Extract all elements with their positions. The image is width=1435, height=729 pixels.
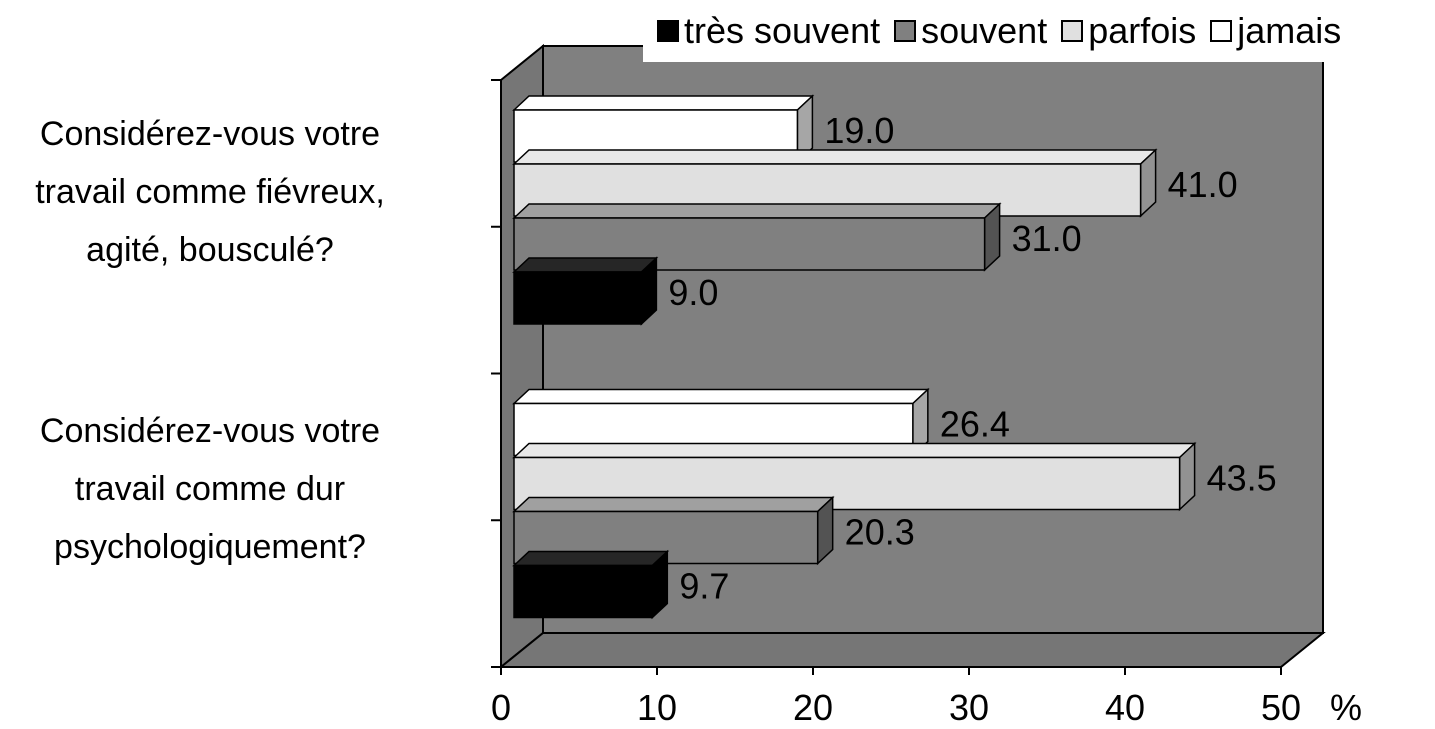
bar-très-souvent-2	[513, 564, 654, 619]
legend-label-souvent: souvent	[921, 10, 1048, 51]
bar-jamais-1-top	[512, 95, 815, 111]
legend-label-parfois: parfois	[1088, 10, 1197, 51]
floor	[498, 632, 1326, 668]
data-label: 9.7	[679, 566, 729, 607]
legend-swatch-parfois	[1061, 20, 1084, 42]
legend-item-tres-souvent: très souvent	[657, 10, 880, 52]
legend-label-jamais: jamais	[1237, 10, 1342, 51]
bar-parfois-1-top	[512, 149, 1158, 165]
legend-item-parfois: parfois	[1061, 10, 1196, 52]
x-tick-label: 0	[491, 687, 511, 728]
legend-swatch-tres-souvent	[657, 20, 679, 42]
legend-swatch-souvent	[894, 20, 917, 42]
legend-item-souvent: souvent	[894, 10, 1047, 52]
bar-jamais-2-top	[512, 388, 930, 405]
x-tick-label: 10	[637, 687, 677, 728]
data-label: 26.4	[940, 404, 1010, 445]
bar-souvent-2-top	[512, 496, 835, 513]
legend-item-jamais: jamais	[1210, 10, 1341, 52]
data-label: 20.3	[845, 512, 915, 553]
data-label: 31.0	[1012, 218, 1082, 259]
bar-parfois-2-top	[512, 442, 1197, 459]
bar-souvent-1-top	[512, 203, 1002, 219]
x-tick-label: 30	[949, 687, 989, 728]
category-label-2: Considérez-vous votre travail comme dur …	[39, 412, 381, 566]
x-tick-label: 40	[1105, 687, 1145, 728]
x-tick-label: 20	[793, 687, 833, 728]
data-label: 9.0	[668, 272, 718, 313]
data-label: 41.0	[1168, 164, 1238, 205]
bar-très-souvent-1	[513, 271, 643, 325]
bar-très-souvent-2-top	[512, 550, 670, 567]
x-axis-unit: %	[1330, 687, 1362, 728]
legend-swatch-jamais	[1210, 20, 1233, 42]
legend: très souvent souvent parfois jamais	[643, 0, 1435, 62]
bar-très-souvent-1-top	[512, 257, 659, 273]
x-tick-label: 50	[1261, 687, 1301, 728]
data-label: 19.0	[824, 110, 894, 151]
data-label: 43.5	[1207, 458, 1277, 499]
category-label-1: Considérez-vous votre travail comme fiév…	[35, 115, 385, 269]
legend-label-tres-souvent: très souvent	[684, 10, 881, 51]
